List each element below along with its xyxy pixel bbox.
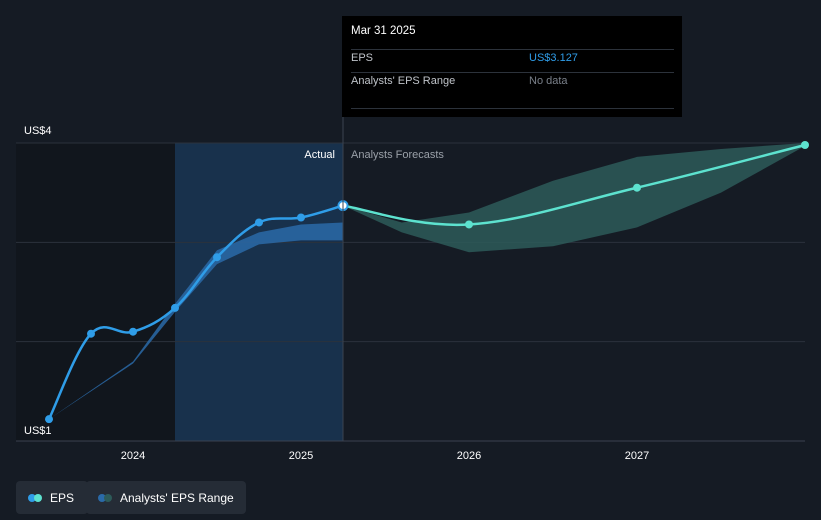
legend-item-eps[interactable]: EPS <box>16 481 89 514</box>
tooltip-divider <box>351 49 674 50</box>
tooltip-label: EPS <box>351 52 374 64</box>
eps-points <box>45 140 809 424</box>
tooltip-divider <box>351 72 674 73</box>
tooltip-value: US$3.127 <box>529 52 578 64</box>
eps-range-legend-icon <box>98 493 114 502</box>
eps-point <box>633 183 641 192</box>
x-tick-label: 2024 <box>121 450 145 462</box>
eps-line <box>342 143 806 227</box>
eps-point <box>465 220 473 229</box>
eps-point <box>213 253 221 262</box>
eps-point <box>297 213 305 222</box>
eps-range-band <box>49 222 343 420</box>
actual-period-shading <box>175 143 343 441</box>
eps-point <box>801 140 809 149</box>
gridlines <box>16 142 805 442</box>
tooltip-label: Analysts' EPS Range <box>351 75 456 87</box>
y-tick-label: US$1 <box>24 425 52 437</box>
eps-legend-icon <box>28 493 44 502</box>
eps-point <box>171 303 179 312</box>
eps-point <box>45 415 53 424</box>
tooltip-divider <box>351 108 674 109</box>
x-tick-label: 2025 <box>289 450 313 462</box>
legend-label: EPS <box>50 490 75 505</box>
tooltip-date: Mar 31 2025 <box>351 25 416 37</box>
legend-item-eps-range[interactable]: Analysts' EPS Range <box>86 481 246 514</box>
eps-point <box>255 218 263 227</box>
y-tick-label: US$4 <box>24 125 52 137</box>
tooltip-value: No data <box>529 75 568 87</box>
past-period-background <box>16 143 175 441</box>
x-tick-label: 2027 <box>625 450 649 462</box>
eps-point <box>129 327 137 336</box>
hover-tooltip: Mar 31 2025 EPS US$3.127 Analysts' EPS R… <box>342 16 682 117</box>
tooltip-row-range: Analysts' EPS Range No data <box>351 73 674 91</box>
eps-point <box>87 329 95 338</box>
legend-label: Analysts' EPS Range <box>120 490 234 505</box>
forecast-label: Analysts Forecasts <box>351 149 444 161</box>
x-tick-label: 2026 <box>457 450 481 462</box>
tooltip-row-eps: EPS US$3.127 <box>351 50 674 68</box>
actual-label: Actual <box>304 149 335 161</box>
